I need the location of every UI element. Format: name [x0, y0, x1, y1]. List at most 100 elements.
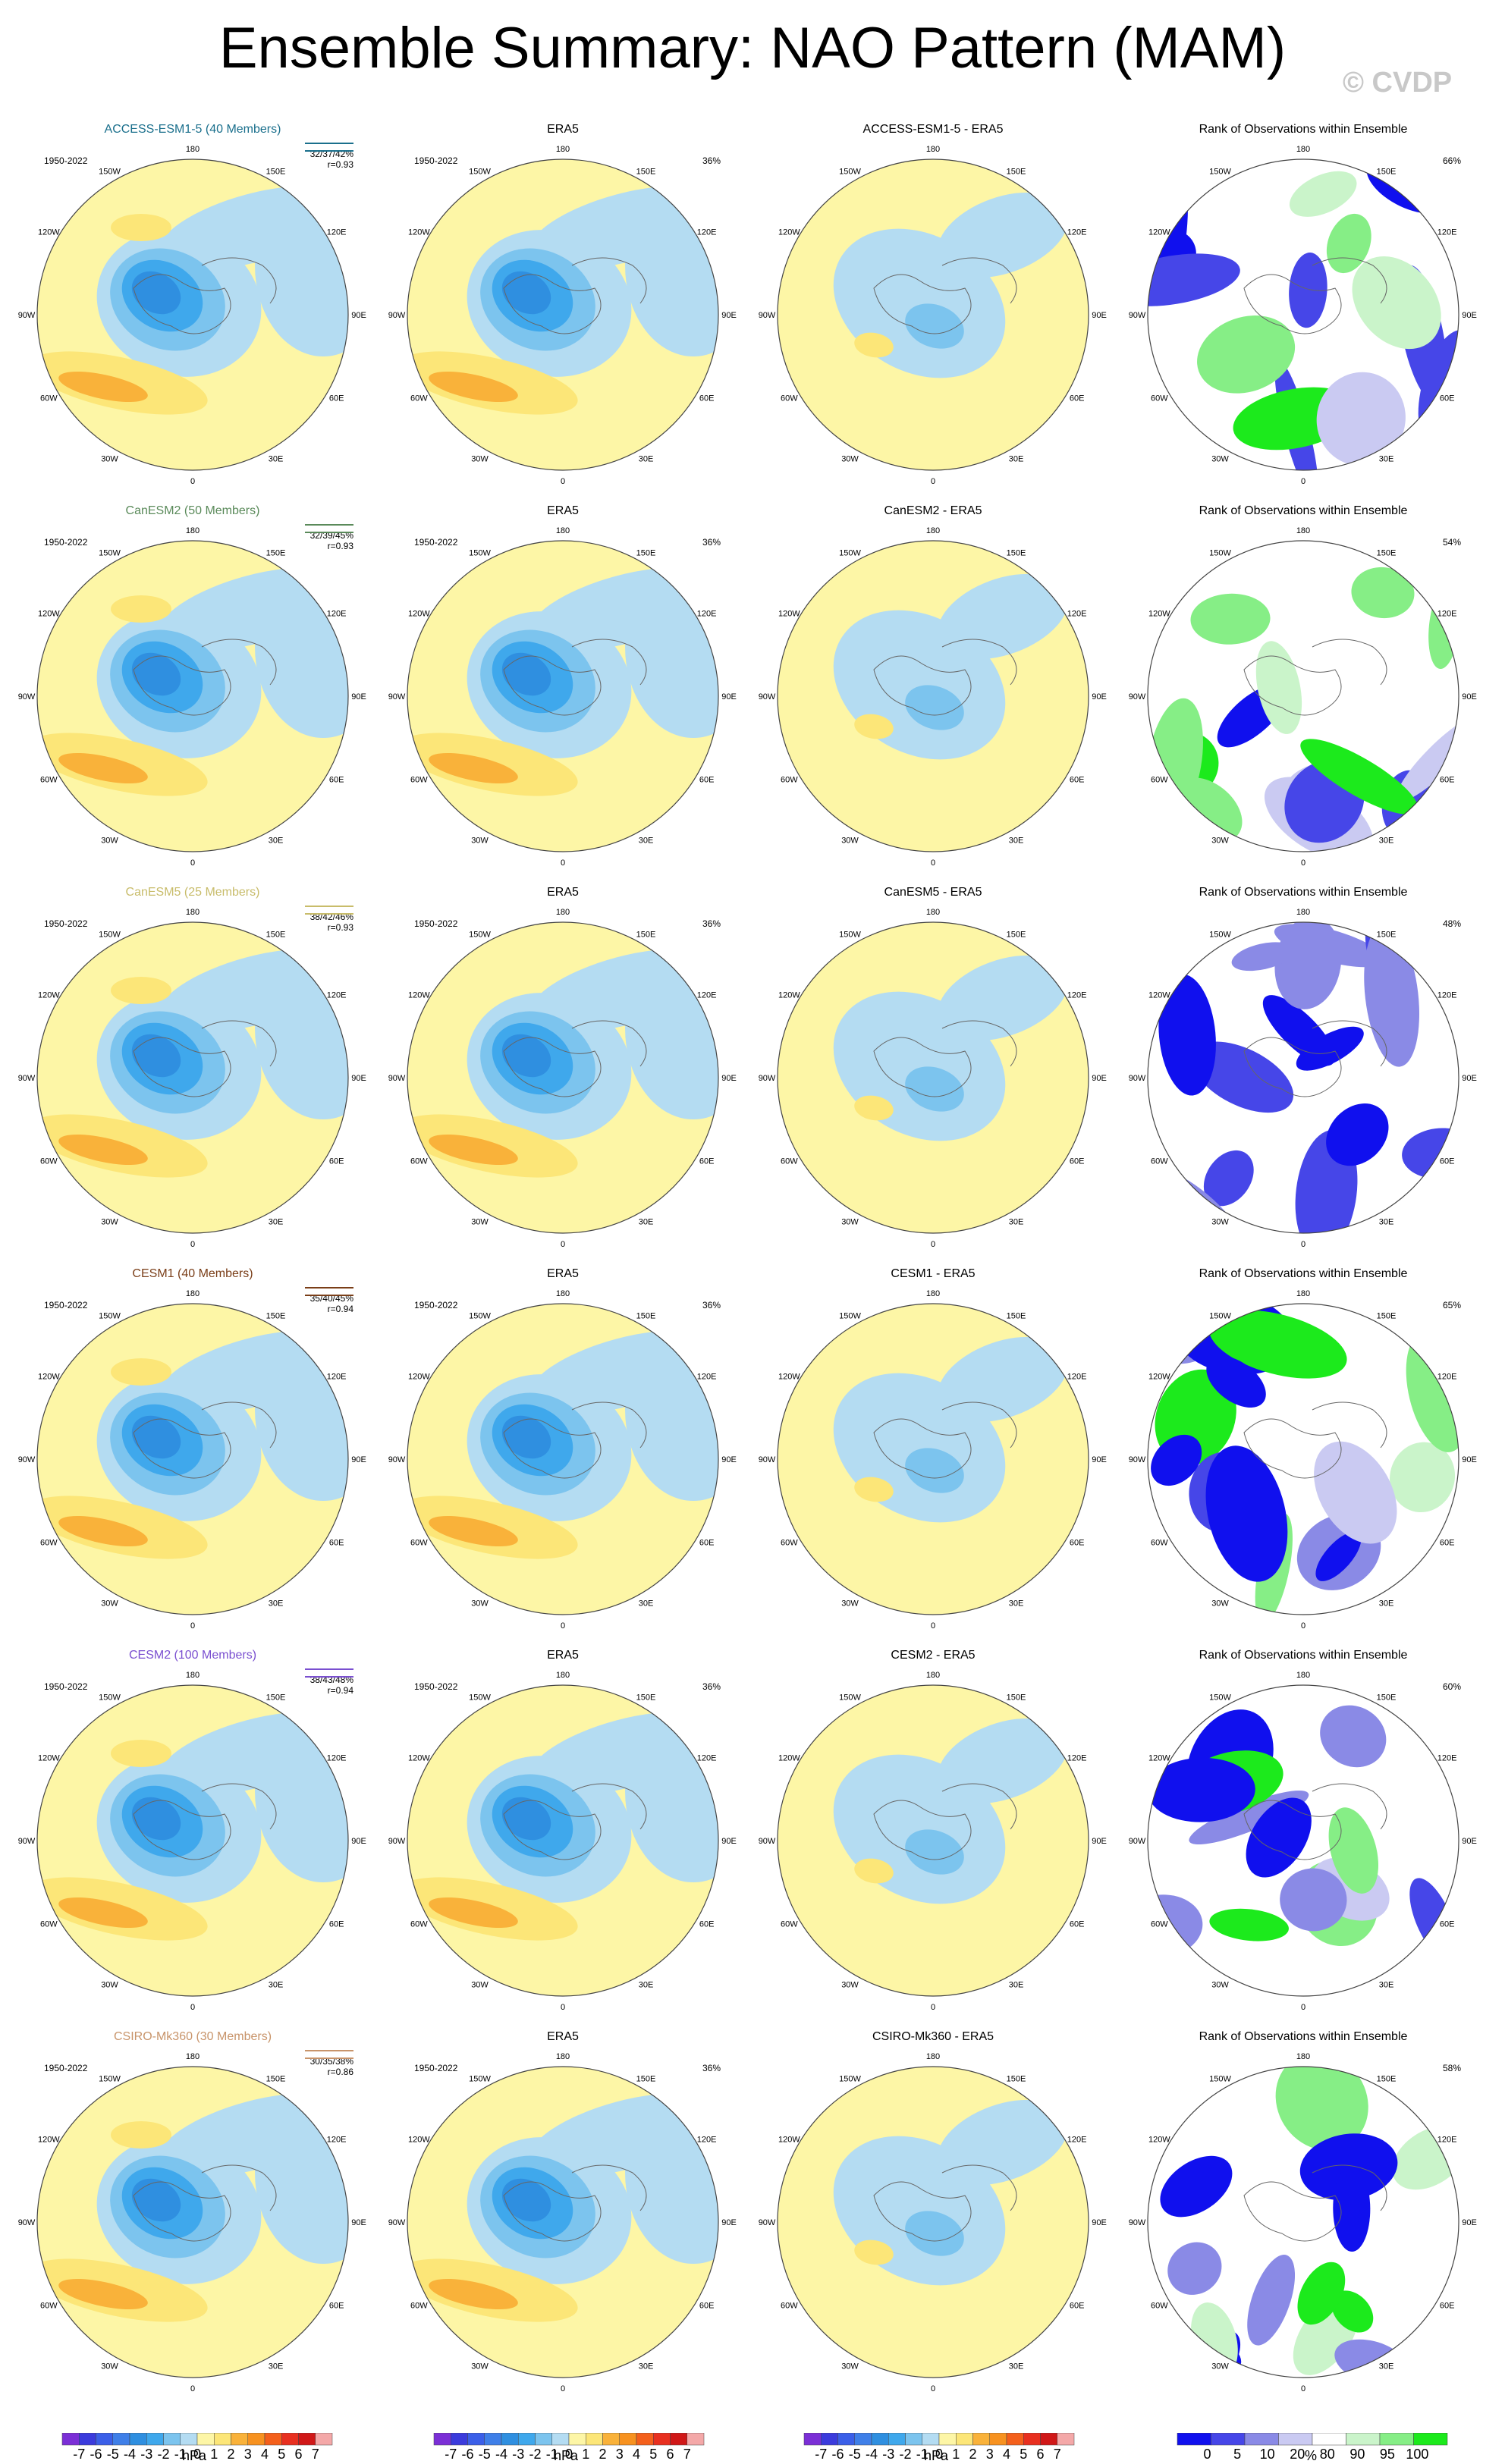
rank-title: Rank of Observations within Ensemble — [1199, 1649, 1408, 1662]
positive-anomaly-region — [111, 214, 171, 241]
longitude-label: 150W — [1209, 1693, 1231, 1702]
longitude-label: 150W — [99, 1693, 121, 1702]
positive-anomaly-region — [854, 2240, 894, 2265]
longitude-label: 120W — [408, 2136, 430, 2145]
longitude-label: 180 — [186, 145, 200, 154]
longitude-label: 30E — [639, 837, 654, 846]
longitude-label: 120E — [327, 991, 347, 1000]
colorbar-tick: -1 — [174, 2447, 187, 2460]
longitude-label: 0 — [931, 2003, 935, 2012]
positive-anomaly-core — [429, 1515, 518, 1547]
longitude-label: 90W — [1129, 2218, 1146, 2227]
longitude-label: 120E — [1437, 228, 1457, 237]
longitude-label: 90W — [388, 1455, 406, 1464]
longitude-label: 90E — [1462, 2218, 1477, 2227]
colorbar-swatch — [231, 2433, 248, 2446]
longitude-label: 120W — [778, 228, 800, 237]
longitude-label: 120E — [1437, 610, 1457, 619]
longitude-label: 180 — [1296, 2052, 1310, 2061]
longitude-label: 120E — [1067, 2136, 1087, 2145]
negative-anomaly-core — [501, 1797, 551, 1841]
longitude-label: 60W — [781, 1157, 798, 1166]
negative-anomaly-core — [905, 303, 964, 349]
obs-variance-pct: 36% — [702, 1300, 721, 1310]
longitude-label: 180 — [556, 1289, 570, 1298]
longitude-label: 90W — [388, 1837, 406, 1846]
longitude-label: 150W — [99, 930, 121, 939]
longitude-label: 120E — [1437, 1754, 1457, 1763]
longitude-label: 90E — [721, 2218, 737, 2227]
obs-map: 180 150E 120E 90E 60E 30E 0 30W 60W 90W 120W 150W — [388, 2052, 737, 2393]
longitude-label: 150E — [266, 2074, 286, 2083]
longitude-label: 150E — [636, 1693, 656, 1702]
longitude-label: 60E — [699, 1539, 715, 1548]
model-map: 180 150E 120E 90E 60E 30E 0 30W 60W 90W 120W 150W — [18, 145, 366, 486]
longitude-label: 180 — [186, 1289, 200, 1298]
longitude-label: 150E — [266, 1311, 286, 1320]
colorbar-swatch — [1379, 2433, 1414, 2446]
longitude-label: 30W — [1211, 455, 1229, 464]
longitude-label: 90E — [351, 692, 366, 702]
rank-region — [1316, 372, 1406, 466]
longitude-label: 30W — [471, 2362, 489, 2371]
obs-map: 180 150E 120E 90E 60E 30E 0 30W 60W 90W 120W 150W — [388, 145, 737, 486]
rank-panel: 180 150E 120E 90E 60E 30E 0 30W 60W 90W 120W 150W Ra… — [1115, 2021, 1491, 2403]
longitude-label: 120E — [697, 228, 717, 237]
rank-region — [1297, 2262, 1346, 2325]
longitude-label: 60W — [410, 2302, 428, 2311]
longitude-label: 120E — [1067, 991, 1087, 1000]
longitude-label: 90E — [721, 1455, 737, 1464]
colorbar-swatch — [96, 2433, 113, 2446]
longitude-label: 150E — [266, 167, 286, 176]
longitude-label: 150W — [1209, 2074, 1231, 2083]
longitude-label: 60E — [1070, 2302, 1085, 2311]
longitude-label: 0 — [190, 2384, 195, 2393]
negative-anomaly-core — [905, 1829, 964, 1875]
longitude-label: 0 — [561, 858, 565, 868]
longitude-label: 150W — [469, 2074, 491, 2083]
longitude-label: 90E — [1092, 1074, 1107, 1083]
pattern-correlation: r=0.93 — [327, 541, 353, 551]
longitude-label: 0 — [190, 1621, 195, 1631]
longitude-label: 120E — [697, 1754, 717, 1763]
rank-region — [1205, 1445, 1288, 1582]
longitude-label: 120E — [1067, 228, 1087, 237]
longitude-label: 30E — [1379, 1218, 1394, 1227]
longitude-label: 120E — [697, 2136, 717, 2145]
colorbar-swatch — [687, 2433, 705, 2446]
longitude-label: 30W — [471, 1218, 489, 1227]
longitude-label: 120W — [38, 610, 60, 619]
colorbar-swatch — [298, 2433, 316, 2446]
model-panel: 180 150E 120E 90E 60E 30E 0 30W 60W 90W 120W 150W Ca… — [5, 877, 381, 1258]
rank-region — [1320, 1705, 1387, 1768]
longitude-label: 180 — [186, 526, 200, 535]
rank-region — [1262, 995, 1335, 1066]
colorbar-swatch — [1244, 2433, 1279, 2446]
longitude-label: 180 — [186, 1671, 200, 1680]
longitude-label: 120E — [1437, 991, 1457, 1000]
longitude-label: 90E — [351, 1074, 366, 1083]
longitude-label: 30W — [841, 2362, 859, 2371]
longitude-label: 60W — [40, 394, 58, 403]
longitude-label: 180 — [556, 2052, 570, 2061]
longitude-label: 30E — [639, 2362, 654, 2371]
longitude-label: 150W — [1209, 167, 1231, 176]
colorbar-tick: 80 — [1320, 2447, 1335, 2460]
longitude-label: 150E — [1377, 2074, 1397, 2083]
colorbar-tick: -5 — [849, 2447, 861, 2460]
longitude-label: 30W — [471, 837, 489, 846]
colorbar-swatch — [1006, 2433, 1024, 2446]
longitude-label: 150W — [469, 1693, 491, 1702]
rank-pct: 60% — [1443, 1681, 1462, 1692]
rank-panel: 180 150E 120E 90E 60E 30E 0 30W 60W 90W 120W 150W Ra… — [1115, 495, 1491, 877]
longitude-label: 30W — [101, 1218, 118, 1227]
negative-anomaly-core — [905, 1448, 964, 1493]
colorbar-swatch — [636, 2433, 654, 2446]
longitude-label: 90W — [388, 1074, 406, 1083]
longitude-label: 150W — [1209, 930, 1231, 939]
longitude-label: 120W — [778, 610, 800, 619]
colorbar-3: -7 -6 -5 -4 -3 -2 -1 0 1 2 3 4 5 6 7 — [803, 2433, 1075, 2460]
longitude-label: 60W — [781, 1539, 798, 1548]
colorbar-tick: -3 — [882, 2447, 894, 2460]
rank-region — [1231, 942, 1294, 971]
